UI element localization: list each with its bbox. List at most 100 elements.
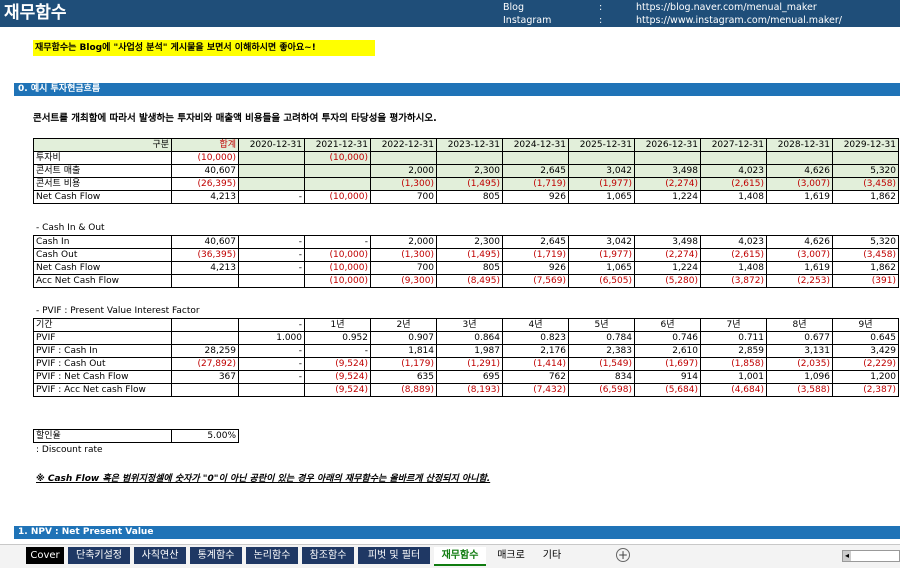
row-label[interactable]: PVIF: [33, 331, 172, 345]
data-cell[interactable]: [238, 383, 305, 397]
data-cell[interactable]: (9,300): [370, 274, 437, 288]
data-cell[interactable]: (2,253): [766, 274, 833, 288]
data-cell[interactable]: (3,007): [766, 248, 833, 262]
data-cell[interactable]: 9년: [832, 318, 899, 332]
data-cell[interactable]: 3,131: [766, 344, 833, 358]
row-label[interactable]: Acc Net Cash Flow: [33, 274, 172, 288]
data-cell[interactable]: (5,684): [634, 383, 701, 397]
data-cell[interactable]: (1,719): [502, 177, 569, 191]
data-cell[interactable]: 4,023: [700, 164, 767, 178]
data-cell[interactable]: 40,607: [171, 235, 239, 249]
data-cell[interactable]: -: [238, 318, 305, 332]
data-cell[interactable]: (3,007): [766, 177, 833, 191]
data-cell[interactable]: (27,892): [171, 357, 239, 371]
data-cell[interactable]: 762: [502, 370, 569, 384]
data-cell[interactable]: 2년: [370, 318, 437, 332]
instagram-link[interactable]: https://www.instagram.com/menual.maker/: [636, 15, 842, 26]
data-cell[interactable]: -: [238, 190, 305, 204]
data-cell[interactable]: 1년: [304, 318, 371, 332]
row-label[interactable]: PVIF : Cash Out: [33, 357, 172, 371]
sheet-tab[interactable]: 피벗 및 필터: [358, 547, 430, 564]
data-cell[interactable]: 3,498: [634, 164, 701, 178]
data-cell[interactable]: [304, 164, 371, 178]
data-cell[interactable]: 1,987: [436, 344, 503, 358]
data-cell[interactable]: 700: [370, 190, 437, 204]
data-cell[interactable]: [700, 151, 767, 165]
data-cell[interactable]: 0.952: [304, 331, 371, 345]
data-cell[interactable]: (6,505): [568, 274, 635, 288]
data-cell[interactable]: (1,977): [568, 177, 635, 191]
data-cell[interactable]: (9,524): [304, 357, 371, 371]
header-cell[interactable]: 2026-12-31: [634, 138, 701, 152]
data-cell[interactable]: (7,569): [502, 274, 569, 288]
data-cell[interactable]: 5,320: [832, 164, 899, 178]
data-cell[interactable]: 926: [502, 190, 569, 204]
data-cell[interactable]: 4,023: [700, 235, 767, 249]
data-cell[interactable]: (1,977): [568, 248, 635, 262]
data-cell[interactable]: -: [238, 370, 305, 384]
data-cell[interactable]: 1,096: [766, 370, 833, 384]
header-cell[interactable]: 2025-12-31: [568, 138, 635, 152]
sheet-tab[interactable]: Cover: [26, 547, 64, 564]
data-cell[interactable]: (1,697): [634, 357, 701, 371]
data-cell[interactable]: 1,065: [568, 190, 635, 204]
data-cell[interactable]: (3,588): [766, 383, 833, 397]
data-cell[interactable]: 4,213: [171, 190, 239, 204]
data-cell[interactable]: (3,872): [700, 274, 767, 288]
cashflow-table[interactable]: 구분 합계 2020-12-31 2021-12-31 2022-12-31 2023-1…: [33, 138, 899, 204]
data-cell[interactable]: [568, 151, 635, 165]
data-cell[interactable]: -: [238, 357, 305, 371]
data-cell[interactable]: 2,859: [700, 344, 767, 358]
data-cell[interactable]: 2,645: [502, 235, 569, 249]
data-cell[interactable]: [370, 151, 437, 165]
header-cell[interactable]: 2021-12-31: [304, 138, 371, 152]
discount-rate-table[interactable]: 할인율 5.00%: [33, 429, 239, 443]
plus-circle-icon[interactable]: +: [616, 548, 630, 562]
data-cell[interactable]: 1,619: [766, 190, 833, 204]
data-cell[interactable]: 1,001: [700, 370, 767, 384]
scroll-left-icon[interactable]: ◂: [843, 551, 851, 561]
data-cell[interactable]: 805: [436, 261, 503, 275]
data-cell[interactable]: (4,684): [700, 383, 767, 397]
data-cell[interactable]: 3년: [436, 318, 503, 332]
data-cell[interactable]: (2,035): [766, 357, 833, 371]
row-label[interactable]: PVIF : Acc Net cash Flow: [33, 383, 172, 397]
discount-rate-value[interactable]: 5.00%: [171, 429, 239, 443]
data-cell[interactable]: 635: [370, 370, 437, 384]
data-cell[interactable]: (1,179): [370, 357, 437, 371]
data-cell[interactable]: 2,610: [634, 344, 701, 358]
data-cell[interactable]: (10,000): [304, 248, 371, 262]
sheet-tab[interactable]: 논리함수: [246, 547, 298, 564]
sheet-tab[interactable]: 사칙연산: [134, 547, 186, 564]
data-cell[interactable]: -: [304, 235, 371, 249]
data-cell[interactable]: [766, 151, 833, 165]
data-cell[interactable]: 1,065: [568, 261, 635, 275]
sheet-tab[interactable]: 기타: [536, 547, 568, 564]
data-cell[interactable]: (2,615): [700, 248, 767, 262]
data-cell[interactable]: (10,000): [171, 151, 239, 165]
data-cell[interactable]: 1.000: [238, 331, 305, 345]
data-cell[interactable]: [238, 177, 305, 191]
data-cell[interactable]: [502, 151, 569, 165]
data-cell[interactable]: (6,598): [568, 383, 635, 397]
data-cell[interactable]: 695: [436, 370, 503, 384]
data-cell[interactable]: -: [238, 344, 305, 358]
data-cell[interactable]: (2,387): [832, 383, 899, 397]
data-cell[interactable]: 700: [370, 261, 437, 275]
data-cell[interactable]: 1,862: [832, 190, 899, 204]
data-cell[interactable]: [171, 274, 239, 288]
data-cell[interactable]: -: [238, 235, 305, 249]
sheet-tab[interactable]: 참조함수: [302, 547, 354, 564]
data-cell[interactable]: 8년: [766, 318, 833, 332]
data-cell[interactable]: 1,408: [700, 261, 767, 275]
data-cell[interactable]: (36,395): [171, 248, 239, 262]
row-label[interactable]: 콘서트 비용: [33, 177, 172, 191]
data-cell[interactable]: (2,229): [832, 357, 899, 371]
data-cell[interactable]: (8,193): [436, 383, 503, 397]
data-cell[interactable]: (9,524): [304, 383, 371, 397]
data-cell[interactable]: 1,224: [634, 261, 701, 275]
data-cell[interactable]: 4,213: [171, 261, 239, 275]
data-cell[interactable]: (3,458): [832, 248, 899, 262]
data-cell[interactable]: (9,524): [304, 370, 371, 384]
data-cell[interactable]: [171, 318, 239, 332]
